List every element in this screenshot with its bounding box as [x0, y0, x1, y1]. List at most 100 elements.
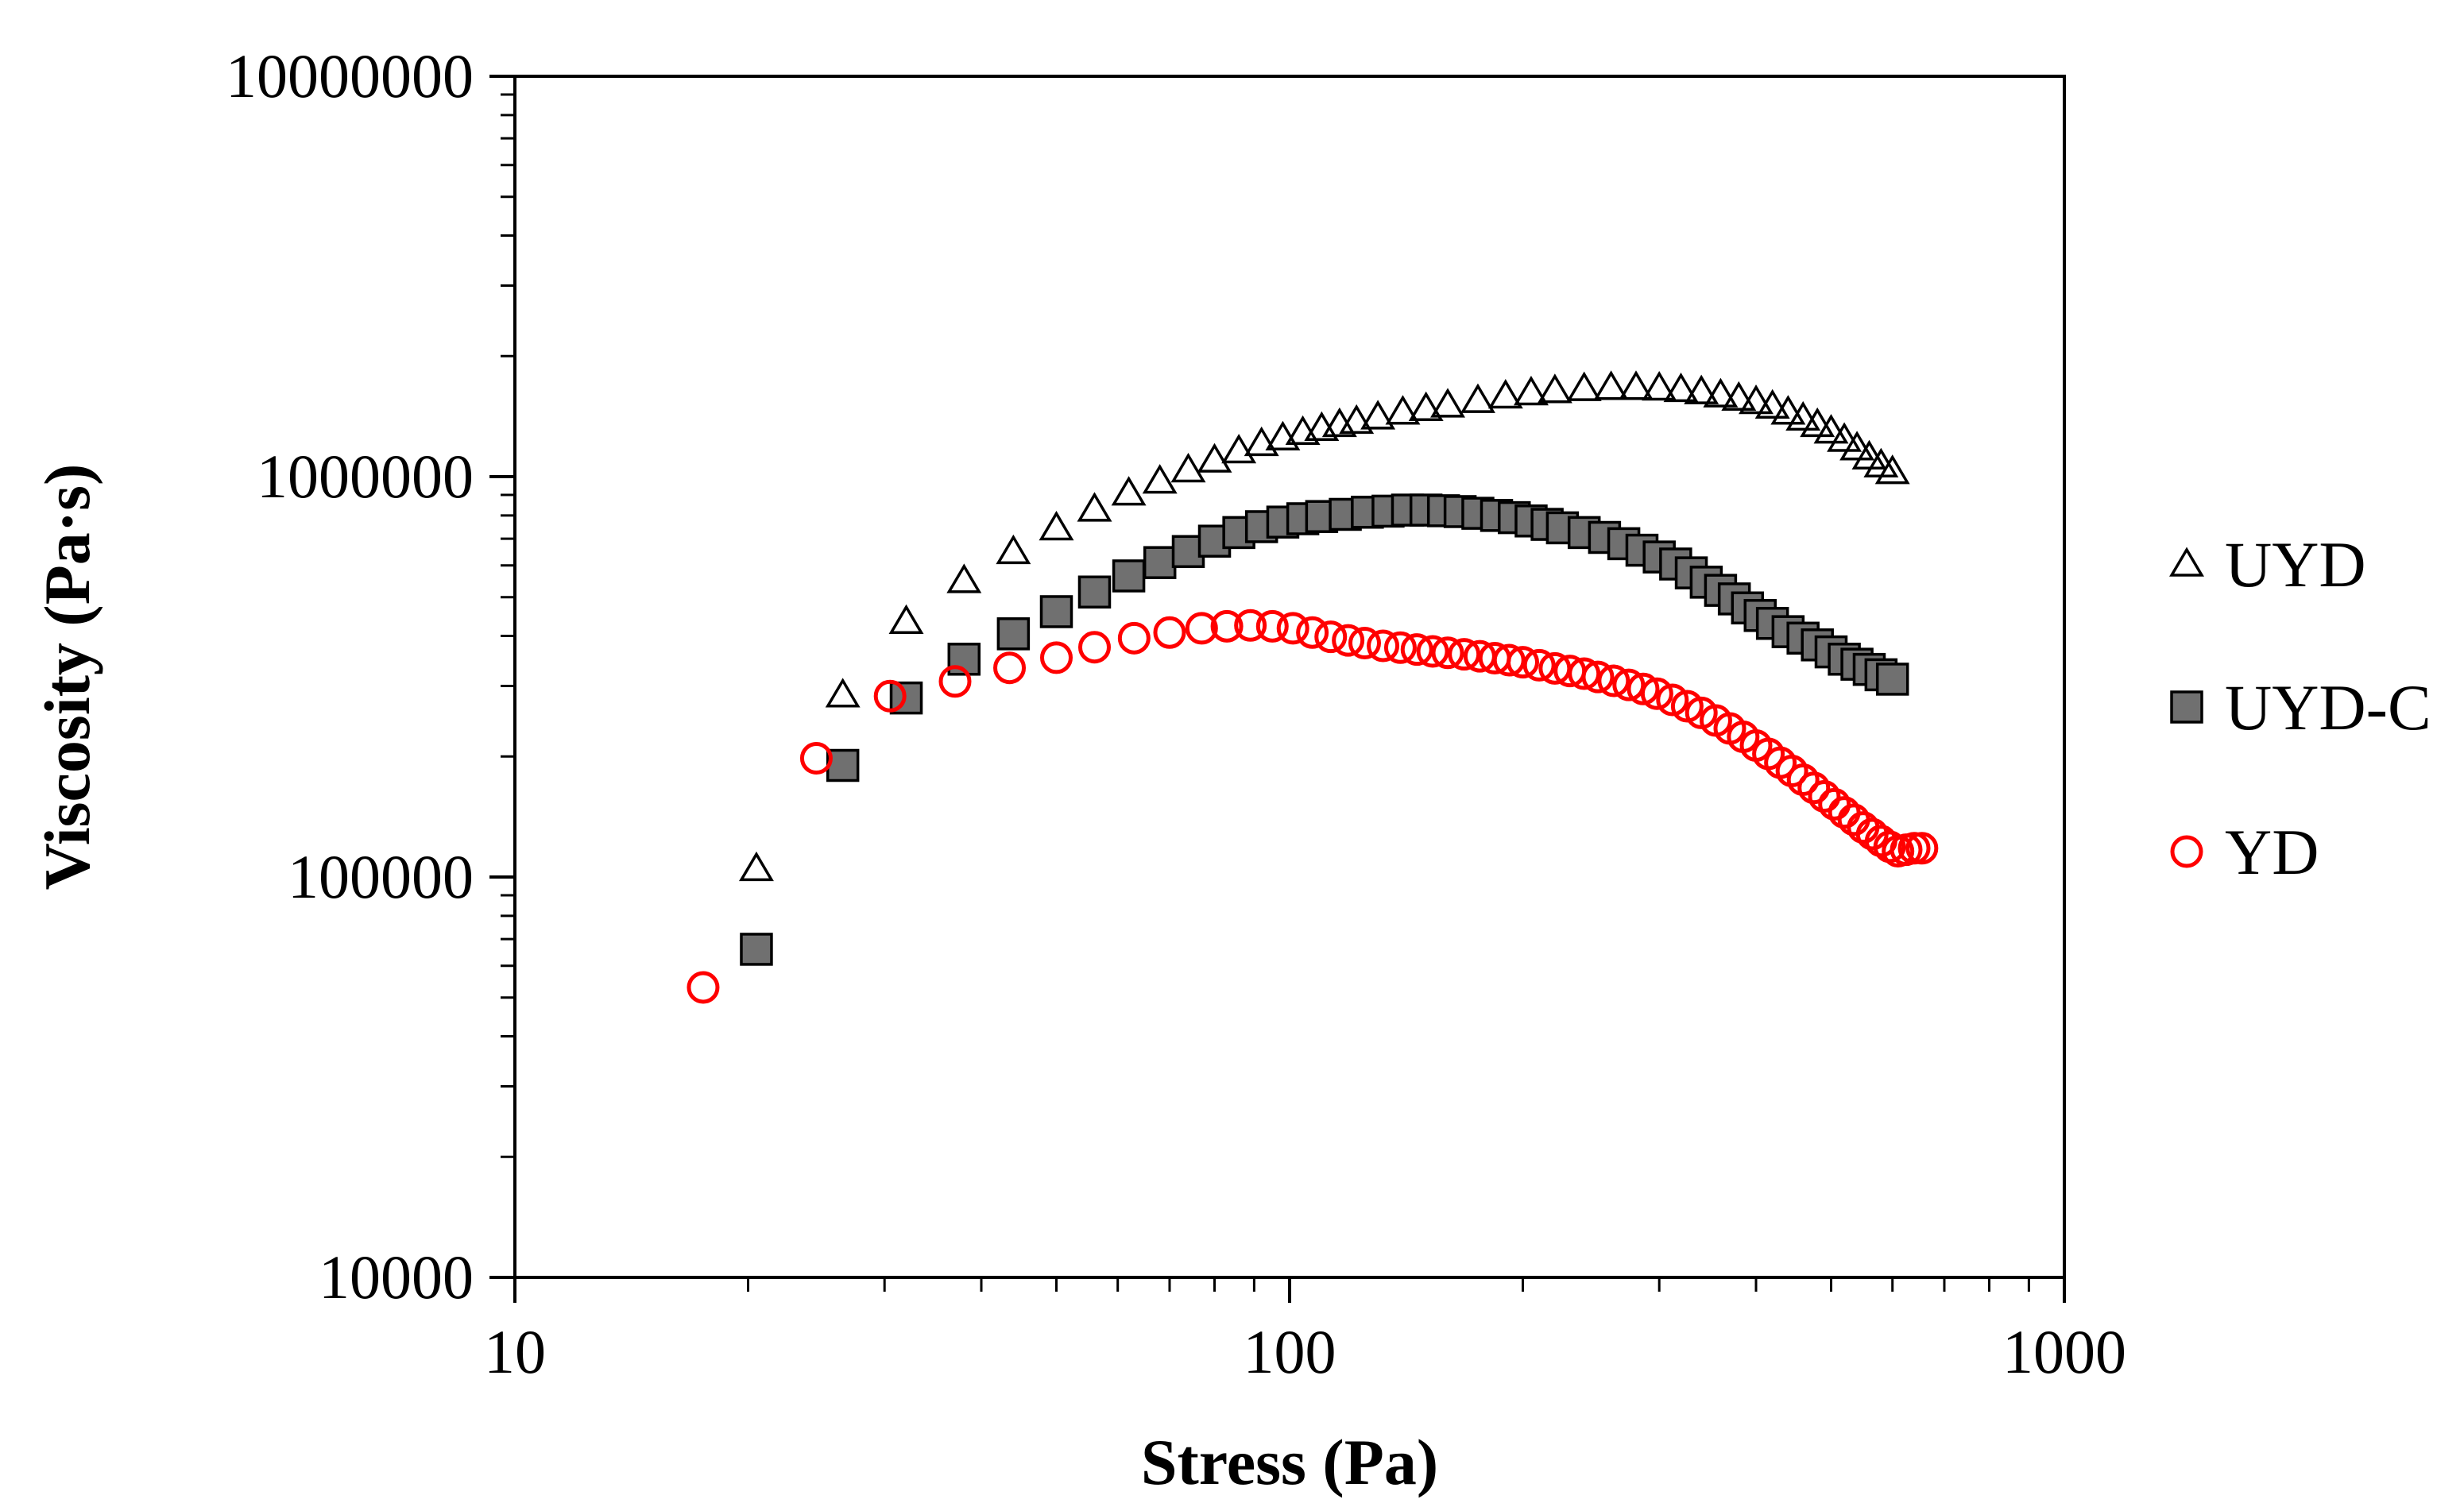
data-point-yd — [1507, 646, 1540, 679]
data-point-yd — [1117, 621, 1151, 655]
data-point-yd — [1597, 664, 1630, 697]
data-point-uyd — [1703, 377, 1739, 408]
data-point-yd — [687, 971, 720, 1004]
y-major-ticks — [489, 75, 515, 1279]
data-point-yd — [1383, 631, 1417, 664]
legend-marker-uyd — [2169, 547, 2204, 577]
legend-marker-uyd-c — [2170, 690, 2203, 724]
y-minor-ticks — [501, 93, 515, 1158]
data-point-yd — [1416, 635, 1449, 668]
data-point-uyd — [1739, 384, 1774, 415]
data-point-yd — [1255, 609, 1289, 643]
x-major-ticks — [513, 1277, 2066, 1303]
data-point-uyd — [1197, 442, 1232, 473]
data-point-uyd-c — [1077, 575, 1112, 609]
data-point-uyd — [1221, 434, 1257, 464]
data-point-yd — [1296, 616, 1329, 649]
y-tick-label: 1000000 — [257, 442, 474, 511]
data-point-uyd-c — [996, 617, 1031, 651]
data-point-uyd — [1566, 371, 1602, 401]
data-point-yd — [1185, 612, 1218, 645]
x-tick-label: 10 — [484, 1317, 546, 1386]
legend-label-uyd: UYD — [2225, 528, 2366, 601]
x-axis-title: Stress (Pa) — [1141, 1426, 1438, 1498]
data-point-yd — [1797, 771, 1831, 805]
data-point-uyd — [1111, 476, 1147, 506]
legend-label-yd: YD — [2225, 816, 2319, 888]
data-point-uyd-c — [1143, 546, 1177, 579]
x-minor-ticks — [747, 1277, 2030, 1292]
data-point-uyd — [1408, 391, 1444, 421]
data-point-uyd — [1800, 407, 1835, 438]
x-tick-labels: 10 100 1000 — [484, 1317, 2126, 1386]
data-point-uyd-c — [1875, 663, 1909, 696]
x-tick-label: 1000 — [2002, 1317, 2126, 1386]
data-point-yd — [1153, 616, 1186, 649]
data-point-uyd — [1721, 381, 1757, 411]
data-point-uyd-c — [1039, 595, 1073, 628]
data-point-yd — [1808, 779, 1841, 813]
data-point-uyd — [946, 563, 982, 593]
data-point-uyd — [1642, 370, 1677, 401]
data-point-yd — [1522, 648, 1556, 682]
data-point-yd — [1627, 672, 1660, 705]
data-point-uyd — [1684, 374, 1719, 404]
data-point-uyd — [825, 678, 861, 708]
data-point-yd — [1568, 657, 1601, 690]
series-uyd-c — [740, 493, 1909, 966]
series-uyd — [738, 370, 1910, 882]
legend-item-uyd-c: UYD-C — [2170, 671, 2431, 744]
x-tick-label: 100 — [1244, 1317, 1336, 1386]
data-point-yd — [938, 665, 972, 698]
data-point-yd — [1039, 641, 1073, 674]
data-point-uyd — [738, 851, 774, 882]
data-point-uyd — [1785, 400, 1821, 431]
data-point-uyd — [1754, 388, 1790, 419]
data-point-uyd — [1460, 383, 1495, 413]
data-point-uyd — [1513, 375, 1549, 406]
data-point-yd — [1581, 660, 1615, 694]
data-point-yd — [1234, 609, 1267, 642]
data-point-uyd — [1142, 464, 1178, 494]
data-point-uyd — [1593, 370, 1629, 400]
legend: UYD UYD-C YD — [2169, 528, 2431, 888]
data-point-yd — [1431, 636, 1464, 670]
data-point-yd — [1656, 683, 1689, 717]
data-point-uyd-c — [947, 643, 981, 676]
data-point-uyd — [1265, 420, 1301, 450]
data-point-uyd — [1663, 372, 1699, 403]
series-yd — [687, 609, 1939, 1004]
data-point-yd — [1492, 643, 1526, 677]
data-point-yd — [1276, 612, 1309, 645]
data-point-yd — [1367, 629, 1400, 663]
data-point-uyd — [1077, 492, 1112, 522]
data-point-uyd — [1839, 431, 1875, 461]
data-point-uyd — [1874, 454, 1910, 485]
data-point-uyd-c — [1112, 559, 1146, 593]
y-axis-title: Viscosity (Pa·s) — [31, 464, 103, 891]
data-point-yd — [799, 741, 833, 775]
data-point-uyd — [888, 604, 924, 634]
data-point-uyd — [1487, 379, 1523, 409]
data-point-yd — [1314, 620, 1348, 654]
y-tick-label: 10000000 — [226, 41, 474, 110]
legend-item-uyd: UYD — [2169, 528, 2366, 601]
legend-item-yd: YD — [2170, 816, 2319, 888]
data-point-uyd — [1537, 373, 1572, 404]
y-tick-label: 10000 — [319, 1242, 474, 1312]
plot-area-frame — [513, 75, 2066, 1279]
data-series — [687, 370, 1939, 1004]
data-point-yd — [1077, 631, 1111, 664]
data-point-yd — [1400, 633, 1433, 666]
y-tick-label: 100000 — [288, 842, 474, 911]
data-point-uyd — [1385, 395, 1421, 425]
data-point-yd — [873, 679, 907, 713]
data-point-uyd-c — [740, 933, 773, 966]
data-point-yd — [1348, 626, 1381, 659]
data-point-uyd — [1770, 395, 1806, 425]
data-point-uyd — [1244, 426, 1279, 457]
data-point-uyd — [1360, 400, 1396, 430]
legend-marker-yd — [2170, 835, 2203, 868]
